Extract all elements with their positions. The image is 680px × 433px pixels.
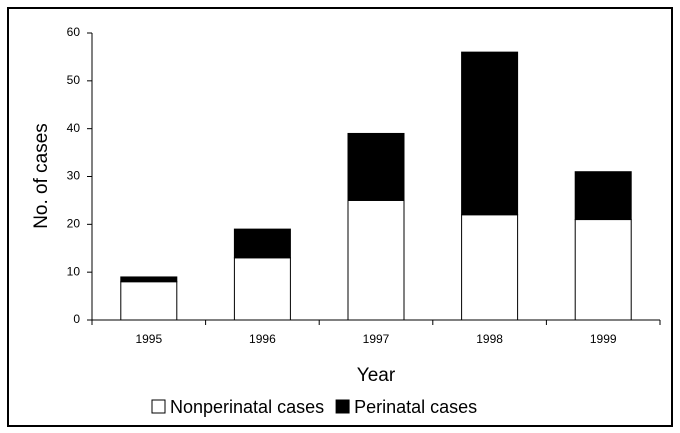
chart-border (7, 7, 673, 427)
legend-label: Perinatal cases (354, 397, 477, 417)
legend-label: Nonperinatal cases (170, 397, 324, 417)
bar-segment (347, 132, 405, 201)
bar-segment (461, 51, 519, 216)
y-tick-label: 40 (67, 121, 81, 135)
x-tick-label: 1996 (249, 332, 276, 346)
y-tick-label: 20 (67, 217, 81, 231)
y-tick-label: 50 (67, 73, 81, 87)
y-tick-label: 30 (67, 169, 81, 183)
x-tick-label: 1998 (476, 332, 503, 346)
bar-segment (347, 199, 405, 321)
x-tick-label: 1995 (135, 332, 162, 346)
bar-segment (574, 171, 632, 221)
y-tick-label: 60 (67, 25, 81, 39)
bar-segment (461, 214, 519, 321)
x-tick-label: 1999 (590, 332, 617, 346)
legend-swatch (151, 399, 166, 414)
y-tick-label: 0 (73, 312, 80, 326)
y-axis-title: No. of cases (31, 123, 52, 229)
x-tick-label: 1997 (363, 332, 390, 346)
bar-segment (233, 257, 291, 321)
bar-segment (120, 276, 178, 283)
legend-swatch (335, 399, 350, 414)
x-axis-title: Year (357, 365, 396, 386)
bar-segment (574, 219, 632, 321)
bar-segment (120, 281, 178, 321)
bar-segment (233, 228, 291, 259)
y-tick-label: 10 (67, 264, 81, 278)
